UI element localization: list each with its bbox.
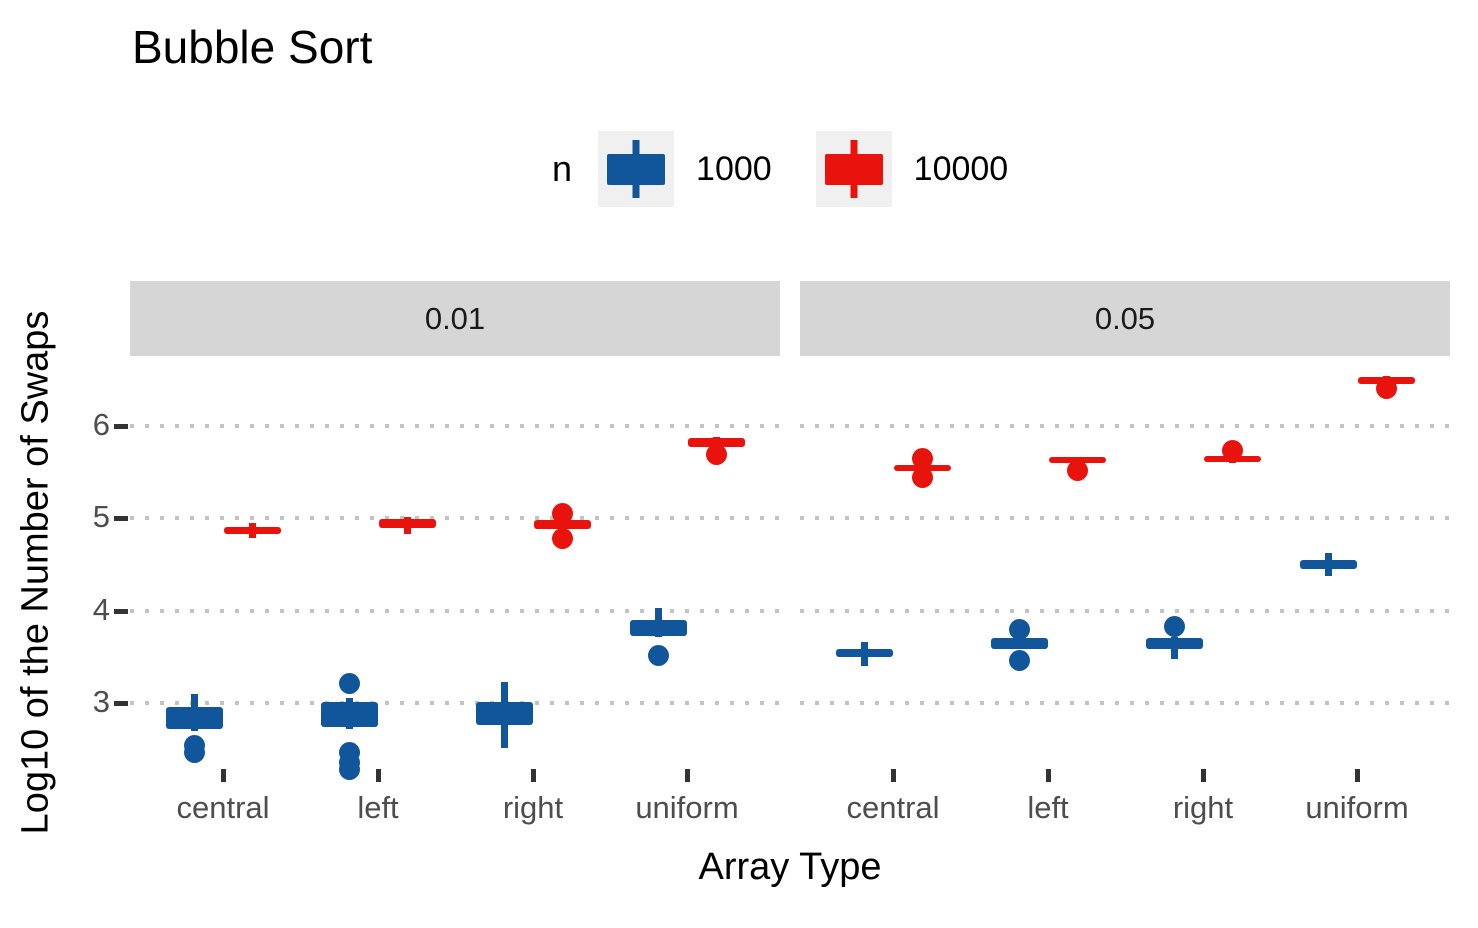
boxplot-right-1000-box bbox=[476, 702, 533, 726]
boxplot-central-10000-outlier-1 bbox=[912, 466, 933, 488]
legend: n 1000 10000 bbox=[552, 130, 1052, 208]
x-tick-mark-central bbox=[891, 769, 896, 782]
x-tick-label-central: central bbox=[176, 790, 270, 825]
boxplot-uniform-1000-box bbox=[1300, 559, 1357, 570]
boxplot-central-1000-outlier-1 bbox=[184, 741, 205, 763]
x-tick-mark-right bbox=[1201, 769, 1206, 782]
boxplot-right-1000-box bbox=[1146, 638, 1203, 650]
gridline-y-4 bbox=[130, 608, 780, 613]
y-tick-mark-3 bbox=[114, 701, 128, 706]
legend-label-10000: 10000 bbox=[913, 149, 1009, 188]
y-tick-label-6: 6 bbox=[92, 407, 110, 443]
x-tick-mark-central bbox=[221, 769, 226, 782]
gridline-y-5 bbox=[130, 516, 780, 521]
x-axis-title: Array Type bbox=[698, 846, 882, 888]
boxplot-uniform-1000-outlier-0 bbox=[648, 645, 669, 666]
y-tick-mark-6 bbox=[114, 424, 128, 430]
boxplot-central-10000-outlier-0 bbox=[912, 448, 933, 470]
x-tick-mark-left bbox=[1046, 769, 1051, 782]
x-tick-mark-left bbox=[376, 769, 381, 782]
y-tick-label-5: 5 bbox=[92, 499, 110, 535]
boxplot-left-1000-box bbox=[991, 638, 1048, 649]
boxplot-right-10000-outlier-1 bbox=[552, 527, 573, 549]
legend-key-1000 bbox=[598, 131, 675, 207]
x-tick-label-right: right bbox=[502, 790, 564, 825]
boxplot-right-1000-outlier-0 bbox=[1164, 616, 1185, 638]
gridline-y-3 bbox=[130, 701, 780, 705]
y-tick-mark-5 bbox=[114, 516, 128, 522]
x-tick-label-left: left bbox=[357, 790, 399, 825]
boxplot-left-1000-outlier-1 bbox=[1009, 649, 1030, 671]
facet-strip-0-01: 0.01 bbox=[130, 281, 780, 356]
boxplot-left-10000-outlier-0 bbox=[1067, 460, 1088, 482]
facet-strip-label: 0.01 bbox=[424, 300, 486, 336]
x-tick-label-uniform: uniform bbox=[1305, 790, 1409, 825]
boxplot-right-10000-box bbox=[1204, 455, 1261, 463]
x-tick-mark-right bbox=[531, 769, 536, 782]
facet-panel-0-01 bbox=[130, 357, 780, 781]
gridline-y-3 bbox=[800, 701, 1450, 705]
boxplot-central-1000-box bbox=[166, 706, 223, 729]
x-tick-label-uniform: uniform bbox=[635, 790, 739, 825]
boxplot-left-1000-outlier-0 bbox=[339, 672, 360, 694]
boxplot-right-10000-outlier-0 bbox=[552, 502, 573, 524]
y-tick-mark-4 bbox=[114, 608, 128, 614]
facet-strip-0-05: 0.05 bbox=[800, 281, 1450, 356]
boxplot-uniform-10000-box bbox=[688, 438, 745, 448]
boxplot-left-10000-box bbox=[379, 519, 436, 528]
boxplot-left-1000-outlier-0 bbox=[1009, 619, 1030, 641]
boxplot-central-10000-box bbox=[894, 464, 951, 471]
boxplot-uniform-10000-box bbox=[1358, 377, 1415, 384]
x-tick-label-right: right bbox=[1172, 790, 1234, 825]
facet-strip-label: 0.05 bbox=[1094, 300, 1156, 336]
facet-panel-0-05 bbox=[800, 357, 1450, 767]
boxplot-right-10000-box bbox=[534, 520, 591, 530]
y-tick-label-4: 4 bbox=[92, 591, 110, 627]
boxplot-key-icon bbox=[607, 140, 666, 198]
chart-title: Bubble Sort bbox=[132, 21, 373, 73]
legend-title: n bbox=[552, 148, 573, 189]
gridline-y-6 bbox=[800, 424, 1450, 429]
boxplot-central-10000-box bbox=[224, 526, 281, 535]
boxplot-central-1000-box bbox=[836, 649, 893, 657]
boxplot-left-1000-box bbox=[321, 702, 378, 727]
x-tick-mark-uniform bbox=[1355, 769, 1360, 782]
boxplot-key-icon bbox=[824, 140, 883, 198]
boxplot-uniform-10000-outlier-0 bbox=[706, 443, 727, 465]
x-tick-label-central: central bbox=[846, 790, 940, 825]
y-axis-title: Log10 of the Number of Swaps bbox=[14, 310, 57, 835]
gridline-y-6 bbox=[130, 424, 780, 429]
boxplot-left-10000-box bbox=[1049, 457, 1106, 464]
gridline-y-5 bbox=[800, 516, 1450, 521]
gridline-y-4 bbox=[800, 608, 1450, 613]
boxplot-uniform-1000-box bbox=[630, 619, 687, 636]
legend-label-1000: 1000 bbox=[696, 149, 772, 188]
x-tick-mark-uniform bbox=[685, 769, 690, 782]
x-tick-label-left: left bbox=[1027, 790, 1069, 825]
boxplot-left-1000-outlier-3 bbox=[339, 759, 360, 781]
y-tick-label-3: 3 bbox=[92, 684, 110, 719]
legend-key-10000 bbox=[815, 131, 892, 207]
